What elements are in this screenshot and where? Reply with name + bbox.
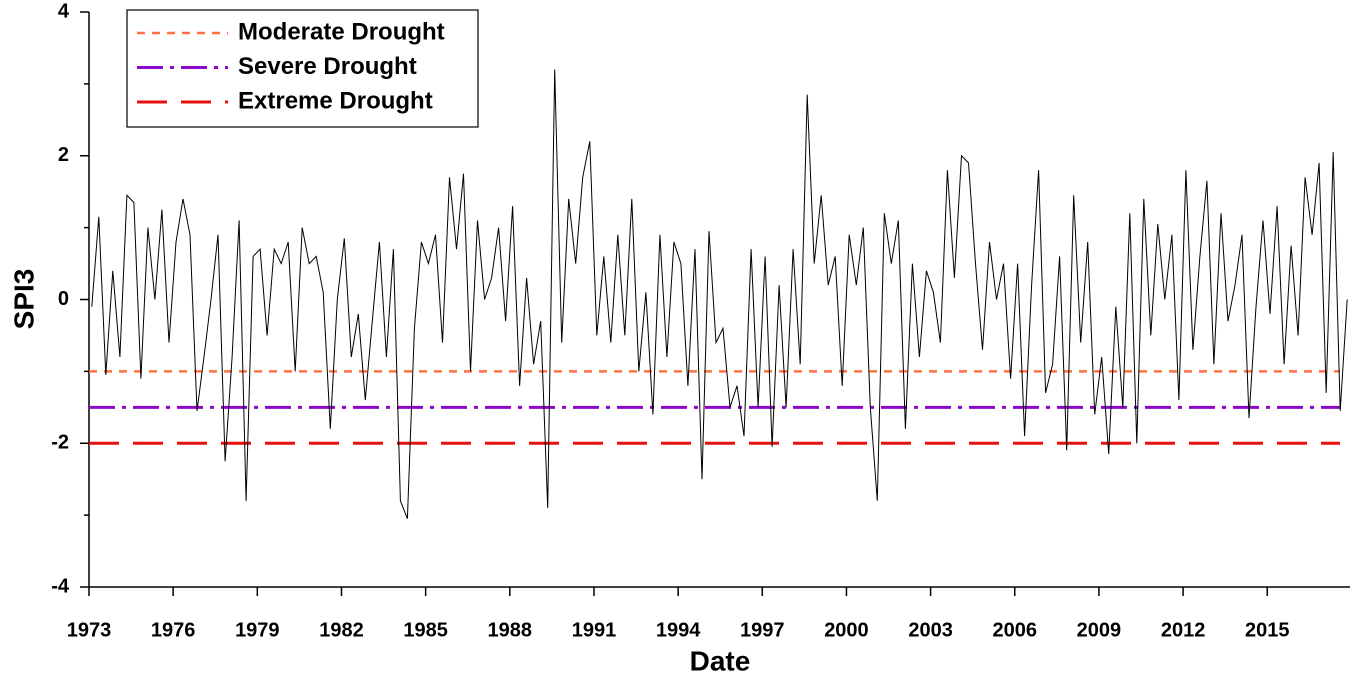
y-tick-label: 2	[58, 144, 69, 166]
y-tick-label: -4	[51, 575, 70, 597]
x-tick-label: 2000	[824, 619, 869, 641]
x-tick-label: 1979	[235, 619, 280, 641]
x-tick-label: 1991	[572, 619, 617, 641]
x-tick-label: 1985	[403, 619, 448, 641]
x-tick-label: 2012	[1161, 619, 1206, 641]
legend-label: Moderate Drought	[238, 18, 445, 45]
y-tick-label: 4	[58, 0, 70, 22]
x-tick-label: 2009	[1077, 619, 1122, 641]
legend-label: Severe Drought	[238, 53, 417, 80]
x-tick-label: 1973	[67, 619, 112, 641]
spi3-line	[91, 69, 1348, 519]
x-tick-label: 2006	[993, 619, 1038, 641]
y-tick-label: -2	[51, 432, 69, 454]
x-tick-label: 1997	[740, 619, 785, 641]
x-tick-label: 1994	[656, 619, 701, 641]
y-tick-label: 0	[58, 288, 69, 310]
legend-label: Extreme Drought	[238, 87, 433, 114]
y-axis-title: SPI3	[8, 269, 39, 330]
x-axis-title: Date	[690, 645, 751, 676]
x-tick-label: 1982	[319, 619, 364, 641]
x-tick-label: 2003	[908, 619, 953, 641]
x-tick-label: 1988	[488, 619, 533, 641]
x-tick-label: 1976	[151, 619, 196, 641]
x-tick-label: 2015	[1245, 619, 1290, 641]
